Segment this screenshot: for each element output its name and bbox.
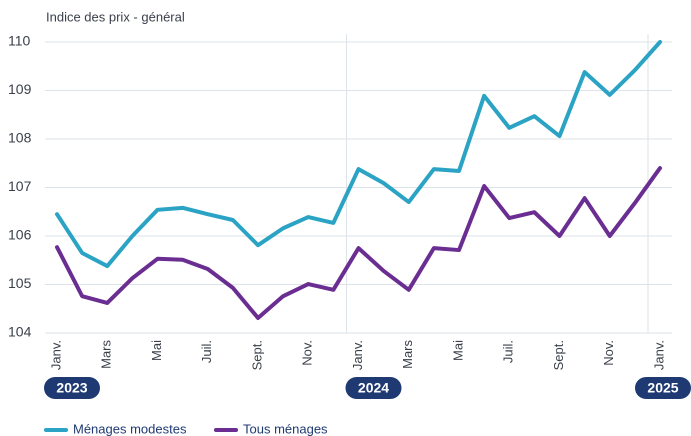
x-tick-label: Sept. <box>249 340 264 370</box>
y-tick-label: 109 <box>8 81 32 97</box>
series-line <box>55 166 662 320</box>
y-tick-label: 105 <box>8 275 32 291</box>
year-label: 2025 <box>647 380 678 396</box>
x-tick-label: Sept. <box>551 340 566 370</box>
x-tick-label: Nov. <box>300 340 315 366</box>
x-tick-label: Nov. <box>601 340 616 366</box>
x-tick-label: Juil. <box>199 340 214 363</box>
x-tick-label: Janv. <box>350 340 365 370</box>
legend-label: Ménages modestes <box>73 421 187 436</box>
legend-label: Tous ménages <box>243 421 328 436</box>
y-tick-label: 108 <box>8 130 32 146</box>
series-line <box>55 40 662 269</box>
year-label: 2024 <box>358 380 389 396</box>
x-tick-label: Mars <box>99 340 114 369</box>
year-badge <box>345 377 402 399</box>
x-tick-label: Mars <box>400 340 415 369</box>
year-badge <box>635 377 691 399</box>
x-tick-label: Juil. <box>501 340 516 363</box>
x-tick-label: Mai <box>450 340 465 361</box>
year-label: 2023 <box>56 380 87 396</box>
year-badge <box>44 377 100 399</box>
y-tick-label: 104 <box>8 324 32 340</box>
x-tick-label: Mai <box>149 340 164 361</box>
y-tick-label: 107 <box>8 178 32 194</box>
x-tick-label: Janv. <box>651 340 666 370</box>
y-tick-label: 106 <box>8 227 32 243</box>
y-tick-label: 110 <box>8 33 31 49</box>
x-tick-label: Janv. <box>48 340 63 370</box>
chart-title: Indice des prix - général <box>46 9 185 24</box>
